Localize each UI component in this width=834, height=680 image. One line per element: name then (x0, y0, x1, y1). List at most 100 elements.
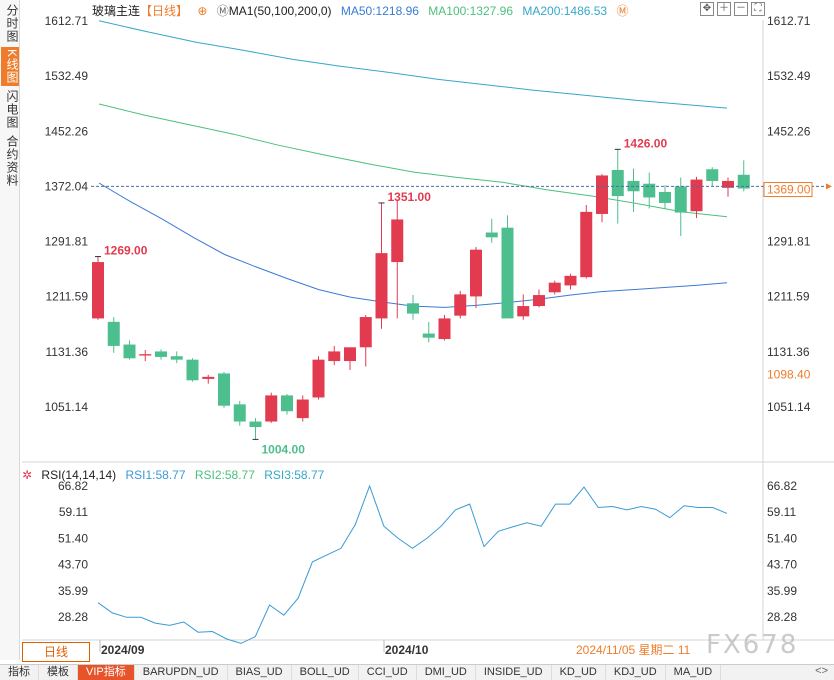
left-tab-bar: 分时图 K线图 闪电图 合约资料 (0, 0, 20, 660)
tab-flash[interactable]: 闪电图 (5, 90, 19, 130)
annotation-high: 1351.00 (388, 190, 432, 204)
move-icon[interactable]: ✥ (700, 2, 714, 16)
rsi-settings-icon[interactable]: ✲ (22, 468, 33, 482)
candle-body (737, 174, 750, 189)
ma-settings-icon[interactable]: Ⓜ (616, 4, 629, 18)
tab-cci[interactable]: CCI_UD (359, 665, 417, 680)
zoom-out-icon[interactable]: － (734, 2, 748, 16)
rsi1-line (97, 484, 728, 644)
candle-body (170, 356, 183, 360)
candle-body (92, 262, 104, 319)
y-tick-right: 1612.71 (767, 14, 811, 28)
tab-kd[interactable]: KD_UD (552, 665, 606, 680)
x-label: 2024/09 (101, 643, 145, 657)
rsi-tick-right: 51.40 (767, 531, 797, 545)
period-selector[interactable]: 日线 (22, 642, 90, 662)
tab-timeshare[interactable]: 分时图 (5, 4, 19, 43)
candle-body (470, 249, 482, 297)
candle-body (611, 169, 624, 197)
tab-vip-indicators[interactable]: VIP指标 (78, 665, 135, 680)
candle-body (596, 175, 608, 214)
tab-bias[interactable]: BIAS_UD (228, 665, 292, 680)
y-tick-right: 1291.81 (767, 235, 811, 249)
tab-indicators[interactable]: 指标 (0, 665, 39, 680)
period-tag: 【日线】 (140, 4, 189, 18)
indicator-tab-bar: 指标 模板 VIP指标 BARUPDN_UD BIAS_UD BOLL_UD C… (0, 664, 834, 680)
rsi-tick-right: 59.11 (767, 505, 796, 519)
tab-kline[interactable]: K线图 (1, 47, 19, 87)
candle-body (722, 180, 734, 188)
candle-body (643, 183, 656, 198)
candle-body (659, 191, 671, 203)
chart-canvas[interactable]: 1612.71 1612.71 1532.49 1532.49 1452.26 1452.… (0, 0, 834, 664)
candle-body (312, 359, 325, 398)
ma-main-label: MA1(50,100,200,0) (228, 4, 332, 18)
candle-body (249, 421, 262, 428)
y-tick-left: 1211.59 (46, 290, 89, 304)
candle-body (485, 232, 498, 238)
tab-inside[interactable]: INSIDE_UD (476, 665, 552, 680)
annotation-high: 1426.00 (624, 136, 668, 150)
annotation-high: 1269.00 (104, 244, 148, 258)
y-tick-right: 1532.49 (767, 69, 811, 83)
candle-body (344, 347, 356, 362)
rsi2-label: RSI2:58.77 (194, 468, 255, 482)
candle-body (281, 395, 293, 412)
candle-body (328, 351, 341, 362)
candle-body (564, 275, 577, 286)
candle-body (375, 253, 388, 319)
cursor-date-label: 2024/11/05 星期二 11 (576, 643, 691, 657)
tab-boll[interactable]: BOLL_UD (292, 665, 359, 680)
current-price-box (763, 182, 813, 198)
y-tick-left: 1131.36 (46, 345, 89, 359)
rsi1-label: RSI1:58.77 (125, 468, 186, 482)
candle-body (517, 306, 530, 317)
zoom-in-icon[interactable]: ＋ (717, 2, 731, 16)
candle-body (123, 344, 136, 359)
fullscreen-icon[interactable]: ⛶ (751, 2, 765, 16)
candle-body (548, 282, 561, 293)
y-tick-right: 1051.14 (767, 400, 811, 414)
candle-body (186, 359, 199, 381)
rsi-legend: ✲ RSI(14,14,14) RSI1:58.77 RSI2:58.77 RS… (22, 468, 330, 482)
settings-icon[interactable]: ⊕ (197, 4, 208, 18)
candle-body (407, 303, 419, 314)
ma100-label: MA100:1327.96 (428, 4, 514, 18)
tab-scroll-arrows[interactable]: <> (815, 665, 828, 677)
candle-body (202, 376, 215, 379)
y-tick-left: 1452.26 (45, 124, 89, 138)
y-tick-left: 1291.81 (45, 235, 89, 249)
y-tick-right: 1211.59 (767, 290, 810, 304)
y-tick-right: 1131.36 (767, 345, 810, 359)
rsi-tick-right: 66.82 (767, 479, 797, 493)
tab-barupdn[interactable]: BARUPDN_UD (135, 665, 228, 680)
tab-kdj[interactable]: KDJ_UD (606, 665, 666, 680)
rsi-tick-left: 51.40 (58, 531, 88, 545)
tab-ma[interactable]: MA_UD (666, 665, 722, 680)
x-label: 2024/10 (385, 643, 429, 657)
ma-badge-icon[interactable]: Ⓜ (216, 4, 229, 18)
tab-templates[interactable]: 模板 (39, 665, 78, 680)
y-tick-left: 1372.04 (45, 179, 89, 193)
candle-body (107, 321, 120, 346)
candle-body (391, 219, 404, 263)
candle-body (533, 295, 545, 307)
y-tick-left: 1612.71 (45, 14, 89, 28)
rsi-tick-right: 28.28 (767, 610, 797, 624)
candle-body (438, 318, 451, 340)
candle-body (155, 351, 167, 357)
candle-body (690, 179, 703, 212)
candle-body (422, 333, 435, 338)
watermark-logo: FX678 (706, 630, 799, 660)
rsi-tick-right: 35.99 (767, 584, 797, 598)
ma200-line (98, 20, 728, 109)
y-tick-left: 1051.14 (45, 400, 89, 414)
rsi-tick-left: 28.28 (58, 610, 88, 624)
rsi-tick-left: 43.70 (58, 558, 88, 572)
rsi-tick-left: 59.11 (59, 505, 88, 519)
candle-body (454, 294, 467, 316)
tab-contract-info[interactable]: 合约资料 (5, 135, 19, 188)
current-price-value: 1369.00 (767, 183, 811, 197)
rsi-name: RSI(14,14,14) (41, 468, 117, 482)
tab-dmi[interactable]: DMI_UD (417, 665, 476, 680)
